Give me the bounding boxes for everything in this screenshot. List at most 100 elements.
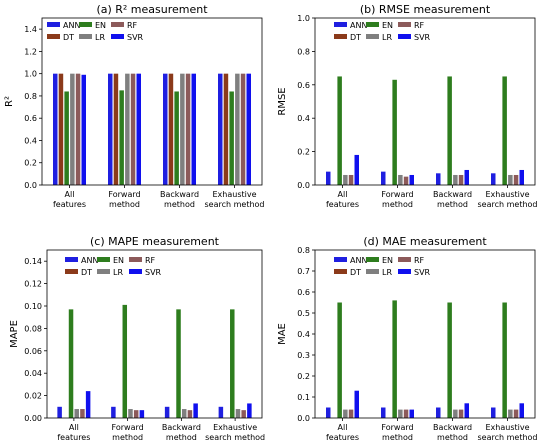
bar-ann [163, 73, 168, 185]
x-tick-label: All [338, 423, 348, 432]
x-tick-label: method [382, 433, 413, 442]
y-tick-label: 0.12 [24, 280, 42, 289]
bar-dt [168, 73, 174, 185]
bar-en [392, 79, 397, 185]
bar-rf [187, 410, 193, 418]
bar-svr [409, 409, 414, 418]
y-tick-label: 0.8 [24, 92, 37, 101]
y-tick-label: 0.06 [24, 347, 42, 356]
y-tick-label: 0.0 [24, 181, 37, 190]
x-tick-label: Backward [433, 423, 472, 432]
x-tick-label: search method [205, 433, 265, 442]
bar-rf [185, 73, 191, 185]
legend-swatch-rf [398, 257, 411, 262]
y-tick-label: 0.8 [297, 47, 310, 56]
y-tick-label: 0.8 [297, 246, 310, 255]
x-tick-label: method [166, 433, 197, 442]
bar-lr [235, 73, 240, 185]
y-tick-label: 0.2 [297, 148, 310, 157]
legend-label-dt: DT [350, 268, 361, 277]
legend-label-ann: ANN [350, 21, 367, 30]
bar-svr [519, 403, 524, 418]
chart-panel-1: (a) R² measurement 0.0 0.2 0.4 0.6 0.8 1.0 1.2 1… [4, 3, 265, 209]
bar-rf [348, 409, 354, 418]
y-tick-label: 0.4 [297, 114, 310, 123]
bar-rf [513, 174, 519, 185]
bar-ann [436, 407, 441, 418]
x-tick-label: Exhaustive [485, 423, 529, 432]
bar-en [502, 76, 507, 185]
y-axis-label: R² [4, 96, 15, 107]
bar-en [230, 309, 235, 418]
legend-label-ann: ANN [350, 256, 367, 265]
legend-label-en: EN [95, 21, 106, 30]
y-tick-label: 0.4 [297, 330, 310, 339]
legend-label-en: EN [113, 256, 124, 265]
bar-rf [513, 409, 519, 418]
plot-frame [314, 249, 536, 419]
y-tick-label: 1.0 [297, 14, 310, 23]
bar-en [447, 302, 452, 418]
legend-swatch-dt [334, 269, 347, 274]
legend: ANN DT EN LR RF SVR [334, 256, 431, 277]
y-axis-label: MAE [277, 323, 288, 345]
bar-rf [240, 73, 246, 185]
legend-swatch-lr [97, 269, 110, 274]
chart-panel-4: (d) MAE measurement 0.0 0.1 0.2 0.3 0.4 0.5 0.6… [277, 235, 538, 442]
y-tick-label: 1.0 [24, 70, 37, 79]
x-tick-label: search method [477, 433, 537, 442]
bar-en [176, 309, 181, 418]
legend-swatch-rf [129, 257, 142, 262]
legend: ANN DT EN LR RF SVR [65, 256, 162, 277]
y-tick-label: 0.4 [24, 136, 37, 145]
x-tick-label: Forward [112, 423, 144, 432]
y-tick-label: 0.02 [24, 392, 42, 401]
bar-lr [508, 409, 513, 418]
y-tick-label: 0.0 [297, 181, 310, 190]
bar-ann [218, 73, 223, 185]
bar-lr [453, 174, 458, 185]
y-tick-label: 0.2 [24, 159, 37, 168]
bar-ann [326, 171, 331, 185]
legend-swatch-lr [79, 34, 92, 39]
bar-en [119, 90, 124, 185]
chart-title: (c) MAPE measurement [90, 235, 220, 248]
x-tick-label: search method [477, 200, 537, 209]
bar-svr [139, 410, 145, 418]
bar-en [392, 300, 397, 418]
bar-lr [70, 73, 75, 185]
chart-title: (a) R² measurement [96, 3, 208, 16]
legend-swatch-ann [334, 22, 347, 27]
x-tick-label: method [437, 433, 468, 442]
bar-ann [53, 73, 58, 185]
legend-swatch-svr [111, 34, 124, 39]
bar-ann [164, 406, 170, 418]
legend-label-lr: LR [113, 268, 123, 277]
legend-label-dt: DT [63, 33, 74, 42]
legend-label-ann: ANN [63, 21, 80, 30]
legend-swatch-ann [47, 22, 60, 27]
bar-lr [181, 409, 187, 418]
legend-label-rf: RF [127, 21, 138, 30]
y-axis-label: RMSE [277, 87, 288, 115]
y-tick-label: 0.6 [297, 288, 310, 297]
plot-frame [41, 17, 263, 186]
bar-svr [464, 169, 469, 185]
bar-rf [403, 176, 409, 185]
y-tick-label: 1.2 [24, 47, 37, 56]
y-tick-label: 0.5 [297, 309, 310, 318]
legend-label-lr: LR [382, 33, 392, 42]
y-tick-label: 0.3 [297, 351, 310, 360]
bar-ann [381, 407, 386, 418]
bar-lr [235, 409, 241, 418]
bar-svr [519, 169, 524, 185]
bar-dt [113, 73, 119, 185]
y-tick-label: 0.00 [24, 414, 42, 423]
legend-swatch-dt [47, 34, 60, 39]
x-tick-label: All [65, 190, 75, 199]
x-tick-label: Exhaustive [213, 423, 257, 432]
legend-label-lr: LR [95, 33, 105, 42]
y-tick-label: 0.08 [24, 324, 42, 333]
bar-svr [354, 154, 359, 185]
legend-label-rf: RF [414, 21, 425, 30]
